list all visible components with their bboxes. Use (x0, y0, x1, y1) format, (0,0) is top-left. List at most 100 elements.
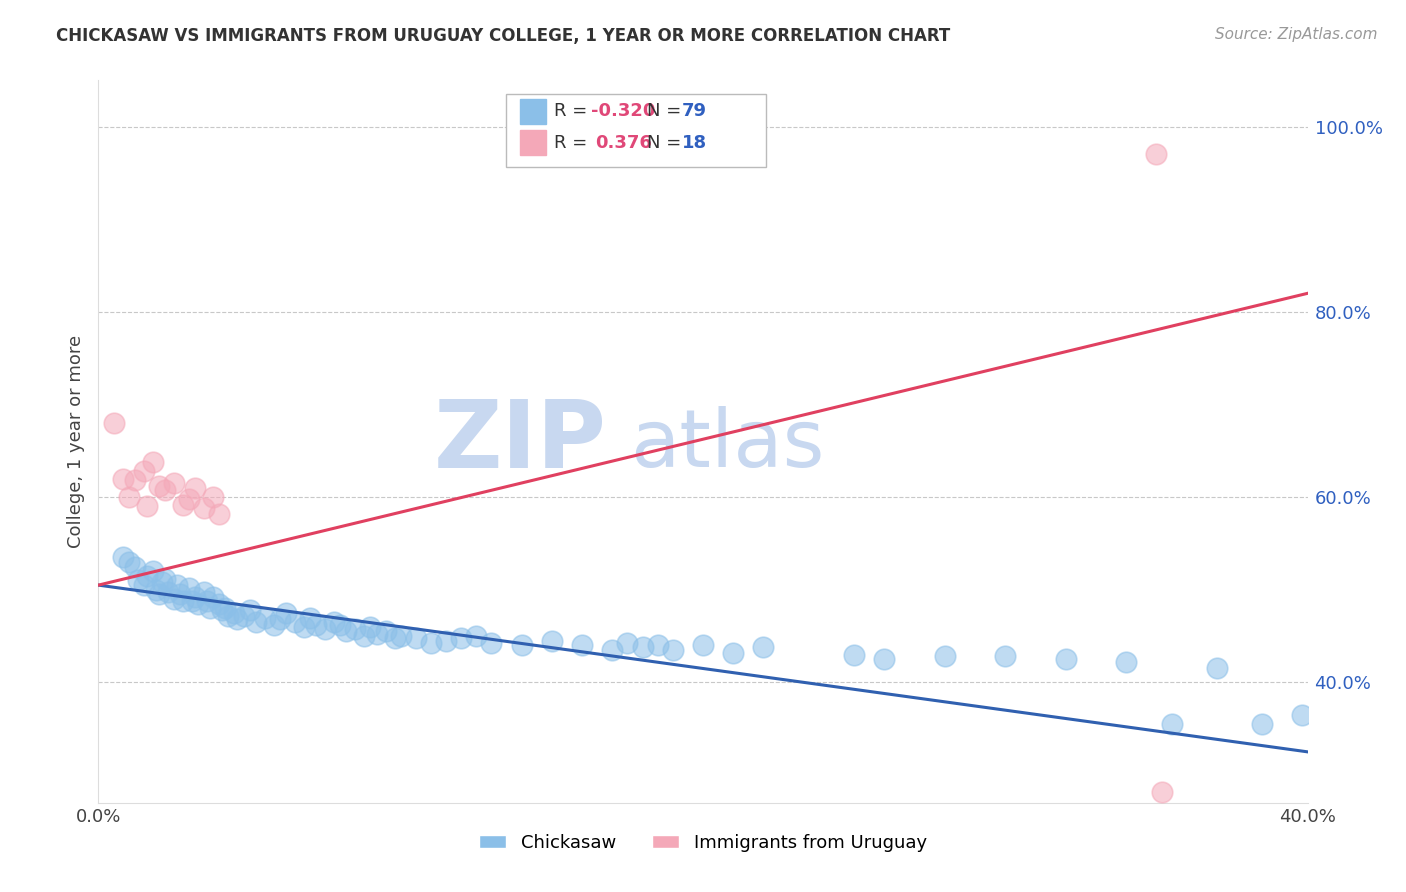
Point (184, 590, 207, 604)
Point (142, 564, 165, 578)
Point (1206, 661, 1229, 675)
Point (214, 601, 236, 615)
Point (405, 631, 427, 645)
Point (631, 640, 654, 655)
Point (153, 572, 176, 586)
Point (148, 587, 170, 601)
Point (127, 574, 149, 588)
Point (434, 633, 457, 648)
Text: 0.376: 0.376 (595, 134, 651, 152)
Point (540, 633, 562, 648)
Point (360, 620, 382, 634)
Text: ZIP: ZIP (433, 395, 606, 488)
Point (135, 500, 157, 514)
Point (873, 652, 896, 666)
Point (187, 597, 209, 611)
Point (374, 624, 396, 639)
Point (200, 601, 222, 615)
Point (150, 575, 173, 590)
Point (148, 479, 170, 493)
Text: 18: 18 (682, 134, 707, 152)
Point (156, 584, 179, 599)
Point (323, 615, 346, 630)
Point (481, 636, 503, 650)
Text: N =: N = (647, 134, 686, 152)
Point (335, 624, 357, 639)
Point (994, 649, 1017, 664)
Point (1291, 707, 1313, 722)
Point (179, 581, 201, 595)
Point (163, 592, 186, 607)
Point (299, 610, 322, 624)
Point (202, 590, 225, 604)
Point (195, 594, 218, 608)
Text: atlas: atlas (630, 406, 825, 484)
Point (111, 472, 134, 486)
Point (142, 455, 165, 469)
Point (510, 638, 533, 652)
Point (752, 640, 775, 655)
Point (224, 606, 246, 620)
Legend: Chickasaw, Immigrants from Uruguay: Chickasaw, Immigrants from Uruguay (472, 826, 934, 859)
Point (723, 646, 745, 660)
Point (184, 481, 207, 495)
Point (450, 631, 472, 645)
Point (145, 582, 167, 597)
Point (616, 636, 638, 650)
Point (269, 612, 291, 626)
Point (166, 578, 188, 592)
Point (163, 476, 186, 491)
Text: CHICKASAW VS IMMIGRANTS FROM URUGUAY COLLEGE, 1 YEAR OR MORE CORRELATION CHART: CHICKASAW VS IMMIGRANTS FROM URUGUAY COL… (56, 27, 950, 45)
Point (172, 498, 194, 512)
Point (263, 618, 285, 632)
Text: R =: R = (554, 134, 593, 152)
Point (118, 555, 141, 569)
Point (647, 638, 669, 652)
Point (1144, 147, 1167, 161)
Point (366, 627, 388, 641)
Point (934, 649, 956, 664)
Point (179, 491, 201, 506)
Point (344, 622, 367, 636)
Text: 79: 79 (682, 103, 707, 120)
Point (181, 594, 204, 608)
Point (292, 620, 315, 634)
Point (844, 648, 866, 662)
Point (253, 610, 276, 624)
Point (305, 618, 328, 632)
Point (274, 606, 297, 620)
Point (103, 416, 125, 430)
Point (193, 584, 215, 599)
Point (1152, 785, 1174, 799)
Point (1054, 652, 1077, 666)
Point (465, 629, 488, 643)
Point (169, 587, 191, 601)
Point (239, 603, 262, 617)
Point (384, 631, 406, 645)
Point (314, 622, 336, 636)
Text: N =: N = (647, 103, 686, 120)
Text: Source: ZipAtlas.com: Source: ZipAtlas.com (1215, 27, 1378, 42)
Point (172, 594, 194, 608)
Point (571, 638, 593, 652)
Point (193, 501, 215, 516)
Point (389, 629, 412, 643)
Point (602, 643, 624, 657)
Text: R =: R = (554, 103, 593, 120)
Point (135, 569, 157, 583)
Point (232, 608, 254, 623)
Text: -0.320: -0.320 (591, 103, 655, 120)
Point (124, 474, 146, 488)
Point (353, 629, 375, 643)
Point (1251, 717, 1274, 731)
Point (211, 603, 233, 617)
Point (420, 636, 443, 650)
Point (132, 578, 155, 592)
Point (217, 608, 239, 623)
Y-axis label: College, 1 year or more: College, 1 year or more (66, 335, 84, 548)
Point (202, 490, 225, 504)
Point (661, 643, 683, 657)
Point (132, 464, 155, 478)
Point (226, 612, 249, 626)
Point (329, 618, 352, 632)
